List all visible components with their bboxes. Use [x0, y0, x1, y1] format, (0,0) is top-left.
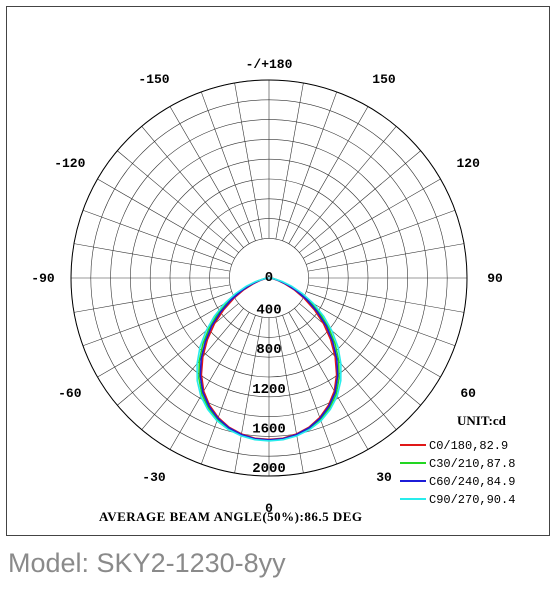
- radial-tick-label: 400: [256, 303, 281, 319]
- radial-tick-label: 2000: [252, 461, 286, 477]
- beam-angle-label: AVERAGE BEAM ANGLE(50%):86.5 DEG: [99, 509, 363, 524]
- model-caption: Model: SKY2-1230-8yy: [8, 548, 286, 578]
- grid-ring: [229, 238, 309, 318]
- legend-label: C60/240,84.9: [429, 475, 515, 489]
- legend-label: C90/270,90.4: [429, 493, 515, 507]
- outer-ring: [70, 79, 468, 477]
- radial-tick-label: 1200: [252, 382, 286, 398]
- angle-tick-label: -150: [138, 72, 169, 87]
- polar-chart: -/+180 150 -150 120 -120 90 -90 60 -60 30 -30 0 0 400…: [31, 57, 515, 524]
- angle-tick-label: 0: [265, 501, 273, 516]
- grid-ring: [189, 198, 349, 358]
- angle-tick-label: 30: [376, 470, 392, 485]
- intensity-curve-c90: [196, 277, 342, 442]
- grid-ring: [149, 158, 389, 398]
- legend: C0/180,82.9 C30/210,87.8 C60/240,84.9 C90/2…: [400, 439, 515, 507]
- intensity-curve-c60: [199, 277, 339, 441]
- angle-tick-label: 120: [456, 156, 480, 171]
- grid-ring: [169, 178, 369, 378]
- angle-tick-label: -120: [54, 156, 85, 171]
- angle-tick-label: -/+180: [246, 57, 293, 72]
- angle-tick-label: 90: [487, 271, 503, 286]
- angle-tick-label: 60: [460, 386, 476, 401]
- radial-tick-label: 800: [256, 342, 281, 358]
- photometric-chart-frame: -/+180 150 -150 120 -120 90 -90 60 -60 30 -30 0 0 400…: [6, 6, 550, 536]
- radial-tick-label: 1600: [252, 421, 286, 437]
- grid-ring: [209, 218, 329, 338]
- angle-tick-label: 150: [372, 72, 396, 87]
- legend-label: C30/210,87.8: [429, 457, 515, 471]
- radial-tick-label: 0: [265, 270, 273, 286]
- chart-labels: -/+180 150 -150 120 -120 90 -90 60 -60 30 -30 0 0 400…: [31, 57, 503, 516]
- polar-grid: [70, 79, 468, 477]
- grid-ring: [130, 139, 408, 417]
- intensity-curves: [196, 277, 342, 442]
- grid-ring: [90, 99, 448, 457]
- legend-label: C0/180,82.9: [429, 439, 508, 453]
- angle-tick-label: -90: [31, 271, 55, 286]
- grid-ring: [110, 119, 428, 437]
- angle-tick-label: -30: [142, 470, 166, 485]
- unit-label: UNIT:cd: [457, 413, 507, 428]
- angle-tick-label: -60: [58, 386, 82, 401]
